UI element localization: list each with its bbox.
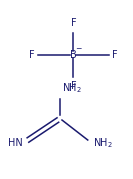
Text: F: F — [70, 81, 76, 91]
Text: NH$_2$: NH$_2$ — [62, 81, 82, 95]
Text: F: F — [113, 50, 118, 60]
Text: F: F — [70, 18, 76, 28]
Text: −: − — [75, 45, 82, 54]
Text: F: F — [28, 50, 34, 60]
Text: HN: HN — [8, 139, 23, 148]
Text: NH$_2$: NH$_2$ — [93, 137, 113, 150]
Text: B: B — [70, 50, 77, 60]
